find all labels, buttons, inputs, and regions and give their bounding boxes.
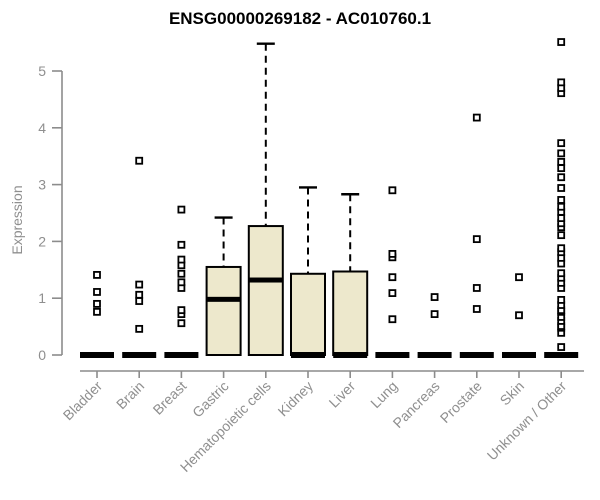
outlier-point [557,139,566,148]
outlier-point [388,249,397,258]
zero-bar [417,352,452,358]
y-tick-label: 4 [38,120,46,136]
outlier-point [177,278,186,287]
outlier-point [557,343,566,351]
boxplot-breast [164,205,199,358]
outlier-point [472,235,481,244]
outlier-point [557,196,566,204]
outlier-point [557,164,566,173]
x-tick-label: Liver [326,378,359,411]
x-tick-label: Breast [150,378,190,418]
median-line [333,352,368,358]
y-tick-label: 3 [38,177,46,193]
boxplot-bladder [80,271,114,358]
outlier-point [557,214,566,223]
outlier-point [177,306,186,315]
box [205,265,242,356]
boxplot-gastric [205,216,242,356]
median-line [206,296,241,302]
outlier-point [388,289,397,297]
median-line [291,352,325,358]
boxplot-pancreas [417,293,452,358]
outlier-point [388,315,397,324]
outlier-point [557,184,566,192]
outlier-point [472,113,481,122]
x-tick-label: Skin [497,378,528,409]
outlier-point [177,205,186,214]
box [247,225,284,356]
x-tick-label: Bladder [60,378,106,424]
outlier-point [557,202,566,211]
y-tick-label: 1 [38,290,46,306]
outlier-point [430,310,439,319]
outlier-point [557,149,566,158]
boxplot-prostate [459,113,494,358]
zero-bar [122,352,157,358]
outlier-point [93,288,101,296]
outlier-point [472,284,481,292]
x-tick-label: Unknown / Other [484,378,570,464]
boxplot-skin [502,273,536,358]
outlier-point [135,290,144,299]
y-tick-label: 5 [38,63,46,79]
outlier-point [93,271,101,279]
boxplot-brain [122,156,157,358]
boxplot-hematopoietic-cells [247,42,284,356]
outlier-point [557,38,566,46]
outlier-point [557,78,566,87]
box [290,272,326,356]
boxplot-unknown-other [544,38,579,358]
outlier-point [515,311,523,320]
outlier-point [135,156,144,165]
y-tick-label: 0 [38,347,46,363]
outlier-point [515,273,523,282]
boxplot-lung [375,186,410,358]
x-tick-label: Pancreas [390,378,443,431]
zero-bar [375,352,410,358]
outlier-point [135,280,144,289]
outlier-point [93,307,101,316]
outlier-point [177,319,186,328]
outlier-point [177,255,186,264]
outlier-point [135,297,144,305]
chart-title: ENSG00000269182 - AC010760.1 [168,9,432,28]
outlier-point [135,324,144,333]
outlier-point [388,186,397,195]
x-tick-label: Lung [367,378,400,411]
outlier-point [557,231,566,240]
zero-bar [544,352,579,358]
outlier-point [472,305,481,313]
box [332,270,369,356]
outlier-point [93,299,101,308]
outlier-point [557,157,566,166]
outlier-point [557,269,566,278]
x-tick-label: Brain [113,378,147,412]
median-line [248,277,283,283]
x-tick-label: Prostate [437,378,485,426]
outlier-point [557,173,566,182]
zero-bar [164,352,199,358]
zero-bar [80,352,114,358]
outlier-point [177,240,186,249]
x-tick-label: Kidney [275,378,317,420]
boxplot-kidney [290,186,326,358]
outlier-point [557,296,566,304]
outlier-point [430,293,439,301]
outlier-point [557,244,566,253]
boxplot-liver [332,193,369,358]
outlier-point [177,269,186,278]
y-tick-label: 2 [38,233,46,249]
zero-bar [459,352,494,358]
zero-bar [502,352,536,358]
outlier-point [388,273,397,282]
